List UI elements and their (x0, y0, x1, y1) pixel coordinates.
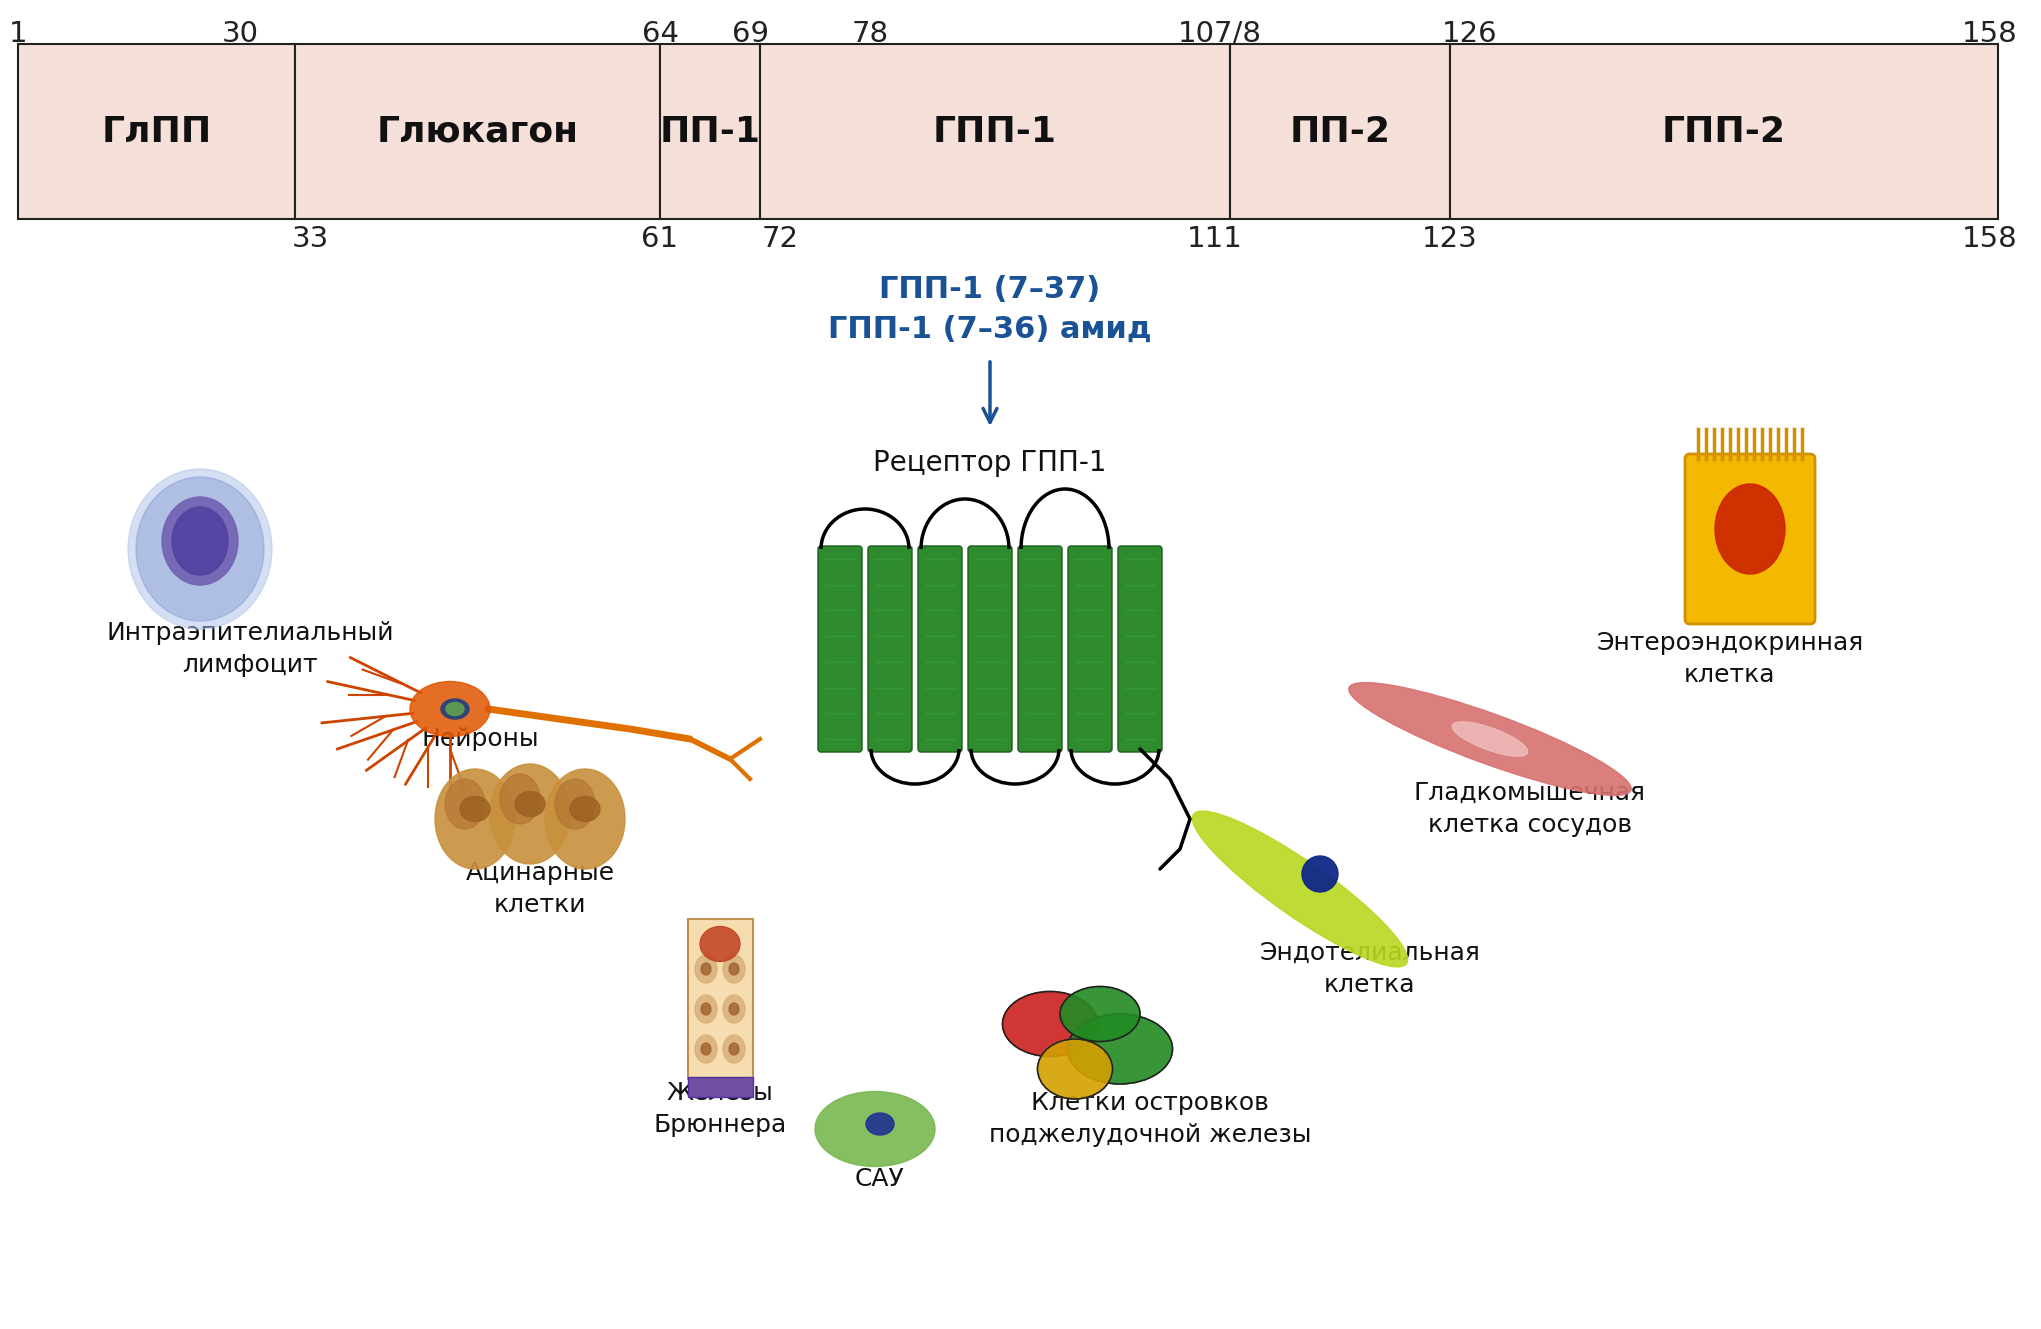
Ellipse shape (1002, 991, 1098, 1057)
Text: Рецептор ГПП-1: Рецептор ГПП-1 (874, 449, 1106, 477)
Ellipse shape (1037, 1039, 1112, 1099)
Bar (688, 918, 753, 1079)
Text: 33: 33 (292, 225, 329, 253)
Ellipse shape (490, 764, 569, 864)
Text: 126: 126 (1443, 20, 1498, 48)
Ellipse shape (1059, 986, 1141, 1042)
Ellipse shape (814, 1091, 935, 1167)
Bar (296, 44, 659, 219)
Ellipse shape (1714, 484, 1786, 574)
Text: Глюкагон: Глюкагон (376, 114, 578, 149)
Bar (688, 1076, 753, 1096)
Ellipse shape (1067, 1014, 1172, 1084)
Text: 69: 69 (731, 20, 769, 48)
Ellipse shape (137, 477, 263, 621)
FancyBboxPatch shape (818, 546, 861, 752)
Ellipse shape (1349, 683, 1631, 796)
Ellipse shape (723, 995, 745, 1023)
Ellipse shape (700, 1003, 710, 1015)
Text: Клетки островков
поджелудочной железы: Клетки островков поджелудочной железы (988, 1091, 1310, 1147)
Text: САУ: САУ (855, 1167, 904, 1191)
Ellipse shape (1192, 811, 1408, 968)
Ellipse shape (729, 964, 739, 975)
Ellipse shape (555, 779, 596, 829)
Ellipse shape (723, 1035, 745, 1063)
Text: Энтероэндокринная
клетка: Энтероэндокринная клетка (1596, 631, 1863, 687)
FancyBboxPatch shape (1018, 546, 1061, 752)
Ellipse shape (729, 1043, 739, 1055)
Bar (18, 44, 296, 219)
Ellipse shape (445, 779, 486, 829)
Ellipse shape (441, 699, 469, 719)
Ellipse shape (865, 1112, 894, 1135)
Ellipse shape (161, 497, 239, 585)
Text: ПП-1: ПП-1 (659, 114, 761, 149)
Bar (1231, 44, 1449, 219)
Ellipse shape (696, 1035, 716, 1063)
Ellipse shape (723, 956, 745, 983)
Text: Нейроны: Нейроны (420, 727, 539, 751)
Text: ГПП-1 (7–37): ГПП-1 (7–37) (880, 275, 1100, 303)
FancyBboxPatch shape (1118, 546, 1161, 752)
Text: 78: 78 (851, 20, 888, 48)
Text: 107/8: 107/8 (1178, 20, 1261, 48)
Text: 72: 72 (761, 225, 798, 253)
Ellipse shape (700, 1043, 710, 1055)
Ellipse shape (171, 506, 229, 575)
Text: 1: 1 (8, 20, 27, 48)
FancyBboxPatch shape (918, 546, 961, 752)
FancyBboxPatch shape (1067, 546, 1112, 752)
Text: ГлПП: ГлПП (102, 114, 212, 149)
Ellipse shape (569, 796, 600, 821)
Text: ГПП-1 (7–36) амид: ГПП-1 (7–36) амид (829, 315, 1151, 343)
Text: 64: 64 (641, 20, 678, 48)
Ellipse shape (729, 1003, 739, 1015)
Text: ГПП-2: ГПП-2 (1661, 114, 1786, 149)
Text: 158: 158 (1961, 20, 2019, 48)
Text: Эндотелиальная
клетка: Эндотелиальная клетка (1259, 941, 1480, 997)
Text: 30: 30 (222, 20, 259, 48)
Ellipse shape (696, 995, 716, 1023)
Ellipse shape (696, 956, 716, 983)
Ellipse shape (700, 964, 710, 975)
Text: ГПП-1: ГПП-1 (933, 114, 1057, 149)
Circle shape (1302, 856, 1339, 892)
Ellipse shape (514, 792, 545, 816)
Text: Интраэпителиальный
лимфоцит: Интраэпителиальный лимфоцит (106, 621, 394, 676)
Ellipse shape (410, 682, 490, 736)
Text: Ацинарные
клетки: Ацинарные клетки (465, 861, 614, 917)
Ellipse shape (700, 926, 741, 961)
Text: 61: 61 (641, 225, 678, 253)
FancyBboxPatch shape (867, 546, 912, 752)
Bar (659, 44, 759, 219)
Text: 111: 111 (1188, 225, 1243, 253)
Ellipse shape (545, 769, 625, 869)
Text: Гладкомышечная
клетка сосудов: Гладкомышечная клетка сосудов (1414, 781, 1645, 837)
Ellipse shape (447, 703, 463, 715)
FancyBboxPatch shape (1686, 455, 1814, 625)
Ellipse shape (435, 769, 514, 869)
Text: ПП-2: ПП-2 (1290, 114, 1390, 149)
Ellipse shape (500, 773, 541, 824)
Ellipse shape (129, 469, 271, 629)
Bar (759, 44, 1231, 219)
Ellipse shape (459, 796, 490, 821)
Text: 158: 158 (1961, 225, 2019, 253)
Ellipse shape (1453, 722, 1529, 756)
Bar (1449, 44, 1998, 219)
Text: 123: 123 (1423, 225, 1478, 253)
Text: Железы
Брюннера: Железы Брюннера (653, 1082, 786, 1136)
FancyBboxPatch shape (967, 546, 1012, 752)
